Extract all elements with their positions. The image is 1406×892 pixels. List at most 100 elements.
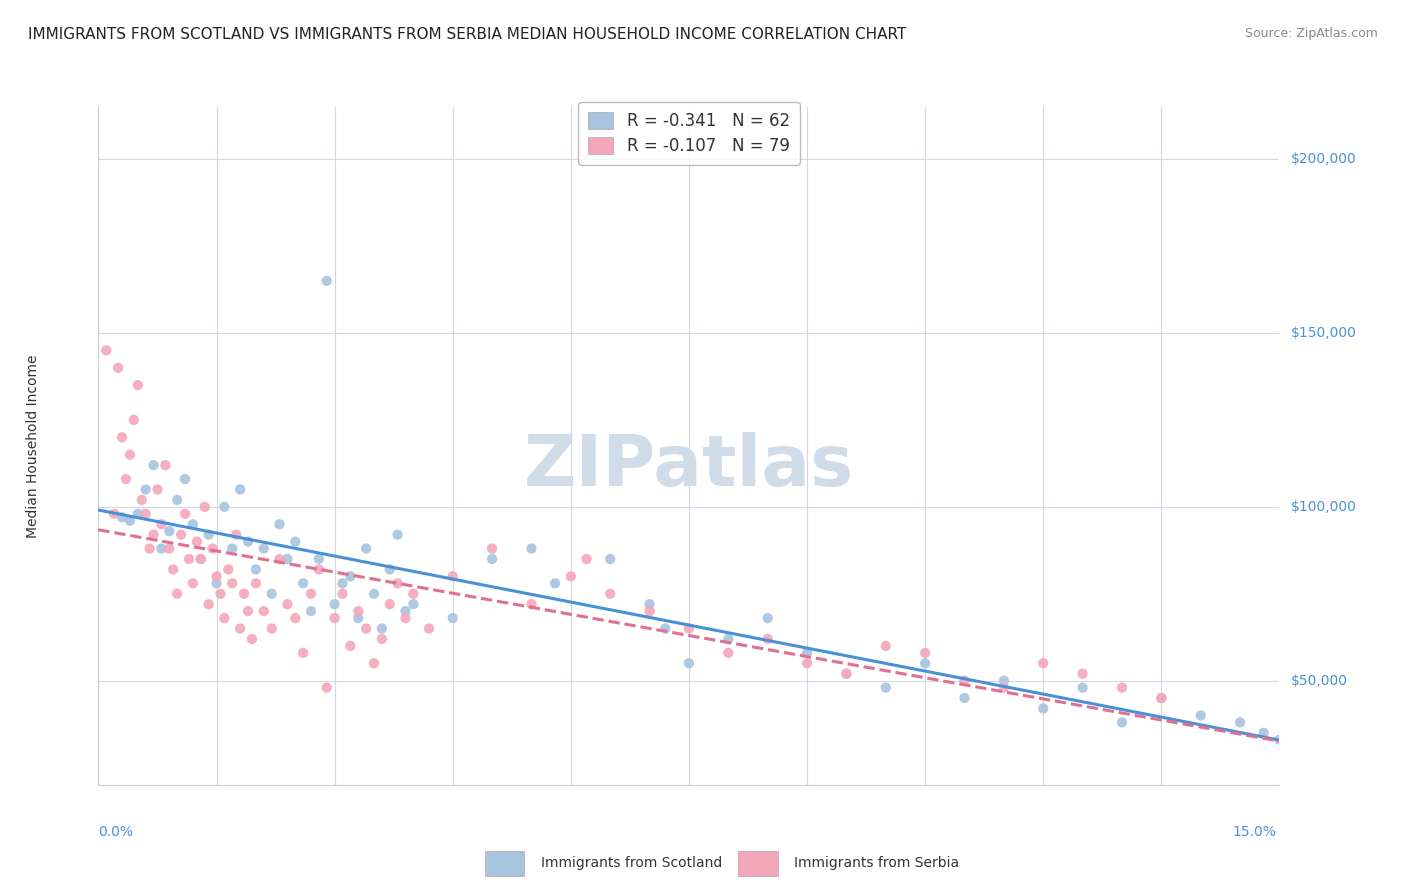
Point — [107, 360, 129, 375]
Point — [181, 576, 204, 591]
Point — [118, 514, 141, 528]
Point — [209, 587, 232, 601]
Point — [387, 527, 409, 541]
Point — [181, 517, 204, 532]
Legend: R = -0.341   N = 62, R = -0.107   N = 79: R = -0.341 N = 62, R = -0.107 N = 79 — [578, 102, 800, 165]
Point — [157, 524, 180, 538]
Point — [292, 576, 315, 591]
Point — [796, 657, 818, 671]
Text: Median Household Income: Median Household Income — [27, 354, 41, 538]
Point — [214, 611, 236, 625]
Point — [354, 541, 377, 556]
Point — [1229, 715, 1251, 730]
Point — [1150, 691, 1173, 706]
Point — [115, 472, 138, 486]
Point — [245, 576, 267, 591]
Point — [315, 274, 337, 288]
Point — [402, 587, 425, 601]
Point — [875, 681, 897, 695]
Point — [993, 673, 1015, 688]
Text: Immigrants from Scotland: Immigrants from Scotland — [541, 856, 723, 871]
Point — [166, 587, 188, 601]
Point — [418, 622, 440, 636]
Point — [441, 611, 464, 625]
Point — [118, 448, 141, 462]
Point — [201, 541, 224, 556]
Point — [135, 483, 157, 497]
Point — [162, 562, 184, 576]
Point — [544, 576, 567, 591]
Point — [221, 576, 243, 591]
Point — [308, 562, 330, 576]
Point — [638, 604, 661, 618]
Point — [269, 552, 291, 566]
Point — [914, 646, 936, 660]
Point — [339, 569, 361, 583]
Point — [157, 541, 180, 556]
Point — [378, 597, 401, 611]
Point — [1268, 732, 1291, 747]
Point — [214, 500, 236, 514]
Point — [481, 541, 503, 556]
Point — [441, 569, 464, 583]
Point — [953, 691, 976, 706]
Point — [225, 527, 247, 541]
Point — [170, 527, 193, 541]
Point — [315, 681, 337, 695]
Point — [953, 673, 976, 688]
Point — [260, 622, 283, 636]
Point — [756, 611, 779, 625]
Point — [284, 534, 307, 549]
Point — [205, 576, 228, 591]
Point — [332, 576, 354, 591]
Point — [363, 587, 385, 601]
Point — [1071, 681, 1094, 695]
Point — [240, 632, 263, 646]
Point — [127, 378, 149, 392]
Text: $200,000: $200,000 — [1291, 153, 1357, 166]
Point — [221, 541, 243, 556]
Point — [146, 483, 169, 497]
Point — [654, 622, 676, 636]
Point — [276, 552, 298, 566]
Point — [835, 666, 858, 681]
Point — [197, 527, 219, 541]
Point — [150, 517, 173, 532]
Point — [135, 507, 157, 521]
Point — [323, 597, 346, 611]
Point — [1071, 666, 1094, 681]
Text: $150,000: $150,000 — [1291, 326, 1357, 340]
Point — [599, 552, 621, 566]
Point — [138, 541, 160, 556]
Point — [354, 622, 377, 636]
Point — [323, 611, 346, 625]
Point — [174, 472, 197, 486]
Point — [1032, 701, 1054, 715]
Point — [245, 562, 267, 576]
Point — [186, 534, 208, 549]
Text: IMMIGRANTS FROM SCOTLAND VS IMMIGRANTS FROM SERBIA MEDIAN HOUSEHOLD INCOME CORRE: IMMIGRANTS FROM SCOTLAND VS IMMIGRANTS F… — [28, 27, 907, 42]
Point — [253, 604, 276, 618]
Point — [174, 507, 197, 521]
Text: Source: ZipAtlas.com: Source: ZipAtlas.com — [1244, 27, 1378, 40]
Point — [993, 681, 1015, 695]
Point — [260, 587, 283, 601]
Point — [150, 541, 173, 556]
Point — [299, 604, 322, 618]
Point — [575, 552, 598, 566]
Point — [560, 569, 582, 583]
Point — [142, 527, 165, 541]
Point — [111, 510, 134, 524]
Point — [103, 507, 125, 521]
Point — [236, 604, 259, 618]
Point — [378, 562, 401, 576]
Point — [678, 622, 700, 636]
Point — [236, 534, 259, 549]
Text: 15.0%: 15.0% — [1233, 825, 1277, 839]
Text: $100,000: $100,000 — [1291, 500, 1357, 514]
Point — [142, 458, 165, 472]
Point — [875, 639, 897, 653]
Point — [299, 587, 322, 601]
Point — [394, 604, 416, 618]
Point — [127, 507, 149, 521]
